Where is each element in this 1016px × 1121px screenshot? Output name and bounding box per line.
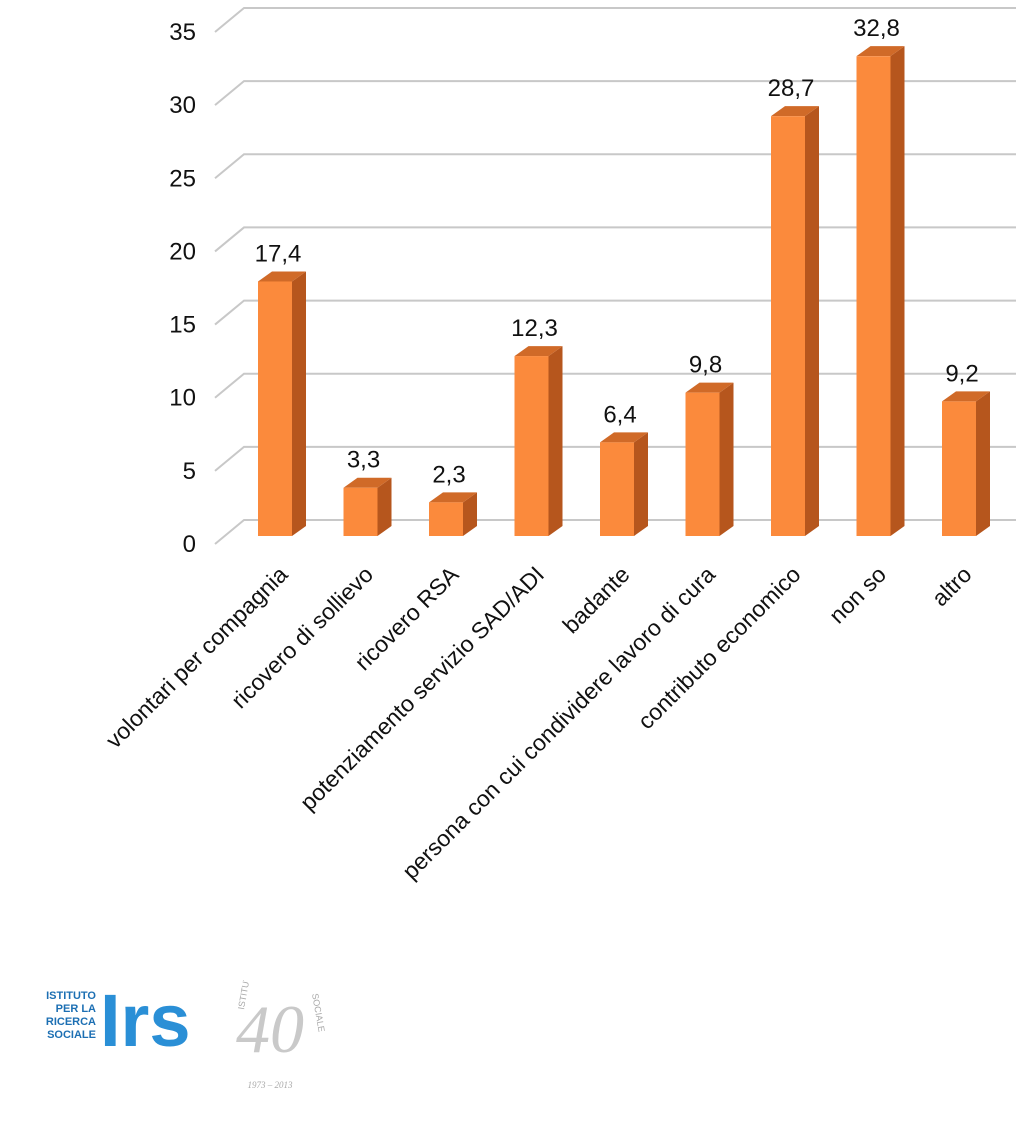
gridline <box>214 7 1016 33</box>
bar-top <box>942 391 990 402</box>
data-label: 9,8 <box>689 352 722 379</box>
bar-side <box>719 382 734 536</box>
y-tick-label: 30 <box>169 92 196 119</box>
bar <box>942 391 990 536</box>
bar-top <box>600 432 648 443</box>
bar-side <box>805 106 819 536</box>
y-tick-label: 35 <box>169 19 196 46</box>
anniversary-years: 1973 – 2013 <box>248 1080 294 1090</box>
data-label: 6,4 <box>603 401 636 428</box>
data-label: 2,3 <box>432 461 465 488</box>
gridline <box>214 80 1016 106</box>
bar-top <box>429 492 477 503</box>
bar-top <box>771 106 819 117</box>
y-tick-label: 20 <box>169 238 196 265</box>
bar-front <box>429 502 463 536</box>
bar-front <box>600 442 634 536</box>
gridline <box>214 226 1016 253</box>
data-labels: 17,4 3,3 2,3 12,3 6,4 9,8 28,7 32,8 9,2 <box>255 15 979 488</box>
bar-side <box>463 492 477 536</box>
bar-side <box>292 271 306 536</box>
bar <box>685 382 734 536</box>
bar <box>771 106 819 536</box>
bar-front <box>771 116 805 536</box>
category-label: non so <box>824 561 891 628</box>
bar <box>429 492 477 536</box>
logo-mark-irs: Irs <box>100 980 191 1062</box>
data-label: 12,3 <box>511 315 558 342</box>
bar <box>343 477 392 536</box>
bar-top <box>343 477 392 488</box>
category-label: badante <box>557 561 634 638</box>
y-tick-label: 10 <box>169 385 196 412</box>
bar-front <box>258 281 292 536</box>
gridline <box>214 153 1016 180</box>
logo-text-sociale: SOCIALE <box>47 1029 96 1041</box>
y-tick-label: 25 <box>169 165 196 192</box>
anniversary-number: 40 <box>236 991 304 1067</box>
bar-front <box>514 356 549 536</box>
bar-front <box>685 392 720 536</box>
bar-top <box>856 46 905 57</box>
ring-text-right: SOCIALE <box>310 993 327 1033</box>
bar <box>856 46 905 536</box>
data-label: 17,4 <box>255 240 302 267</box>
bar-top <box>514 346 563 357</box>
bar-side <box>634 432 648 536</box>
y-axis-ticks: 0 5 10 15 20 25 30 35 <box>169 19 196 558</box>
bar-front <box>942 401 976 536</box>
anniversary-emblem: 40 ISTITUTO SOCIALE 1973 – 2013 <box>236 980 327 1090</box>
gridlines <box>214 7 1016 545</box>
gridline <box>214 299 1016 326</box>
bar-front <box>856 56 891 536</box>
data-label: 3,3 <box>347 447 380 474</box>
bar-front <box>343 487 378 536</box>
y-tick-label: 5 <box>183 458 196 485</box>
bar-side <box>976 391 990 536</box>
bar-side <box>377 477 392 536</box>
bar-chart: 0 5 10 15 20 25 30 35 17,4 3,3 2,3 12,3 6,4 9,8 28,7 3… <box>101 7 1016 885</box>
gridline <box>214 519 1016 545</box>
logo-text-per-la: PER LA <box>56 1003 96 1015</box>
category-label: altro <box>927 561 977 611</box>
category-label: contributo economico <box>633 561 806 734</box>
gridline <box>214 445 1016 472</box>
data-label: 32,8 <box>853 15 900 42</box>
gridline <box>214 372 1016 399</box>
data-label: 9,2 <box>945 360 978 387</box>
category-label: ricovero di sollievo <box>226 561 378 713</box>
bar <box>600 432 648 536</box>
bar-side <box>890 46 905 536</box>
bar <box>258 271 306 536</box>
logo-text-ricerca: RICERCA <box>46 1016 96 1028</box>
logo-small-text: ISTITUTO PER LA RICERCA SOCIALE <box>46 990 97 1041</box>
category-label: persona con cui condividere lavoro di cu… <box>397 561 720 884</box>
bar-side <box>548 346 563 536</box>
bar-top <box>685 382 734 393</box>
bars <box>258 46 990 536</box>
logo-text-istituto: ISTITUTO <box>46 990 96 1002</box>
y-tick-label: 15 <box>169 312 196 339</box>
bar-top <box>258 271 306 282</box>
data-label: 28,7 <box>768 75 815 102</box>
bar <box>514 346 563 536</box>
irs-logo: ISTITUTO PER LA RICERCA SOCIALE Irs 40 I… <box>46 980 327 1090</box>
y-tick-label: 0 <box>183 531 196 558</box>
